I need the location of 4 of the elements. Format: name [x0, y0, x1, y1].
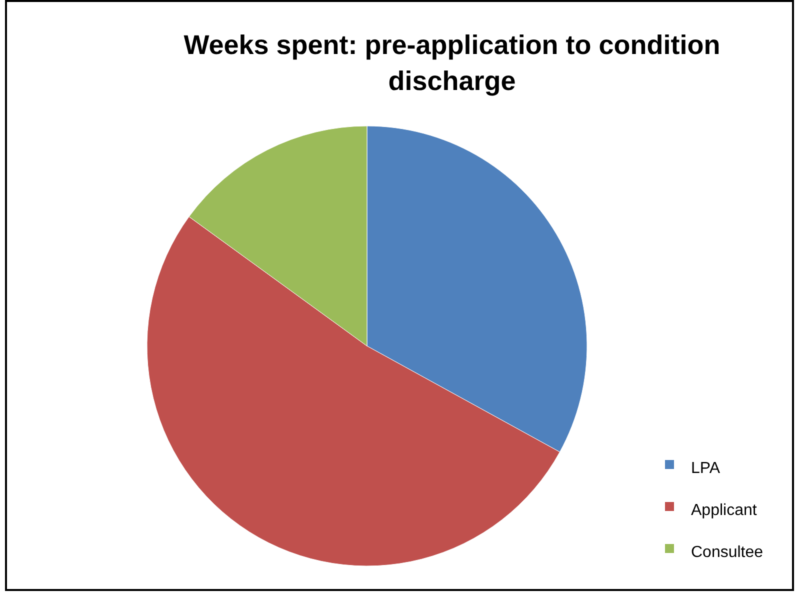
- legend-label: LPA: [691, 460, 720, 478]
- chart-title: Weeks spent: pre-application to condition discharge: [184, 30, 720, 96]
- legend-label: Applicant: [691, 502, 758, 520]
- legend-label: Consultee: [691, 544, 764, 562]
